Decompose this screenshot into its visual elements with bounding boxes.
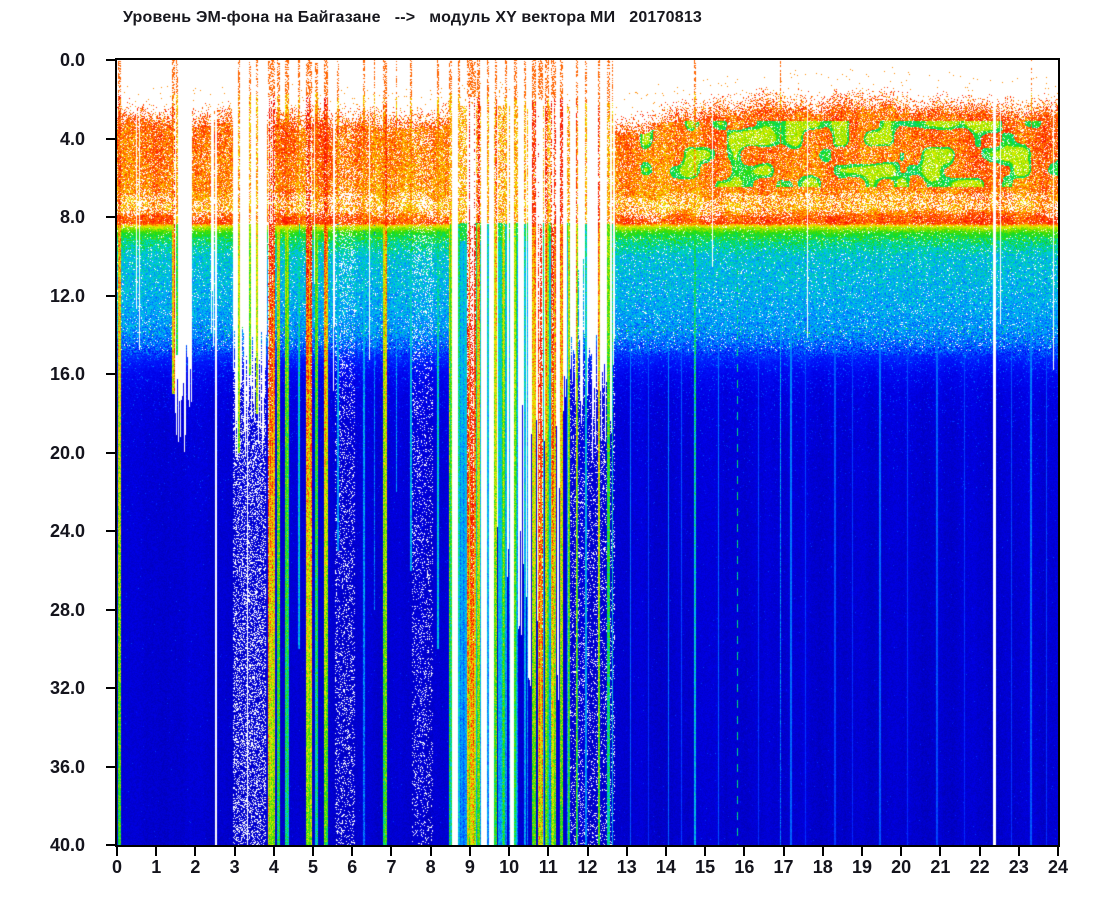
y-tick-label: 28.0 [49,599,85,620]
y-tick-label: 0.0 [59,50,85,70]
x-tick [704,847,707,856]
x-tick [233,847,236,856]
x-tick-label: 24 [1047,857,1069,877]
y-tick-label: 12.0 [49,285,85,306]
x-tick [900,847,903,856]
x-tick [429,847,432,856]
y-tick [106,844,115,846]
y-tick-label: 36.0 [49,756,85,777]
y-tick-label: 4.0 [59,128,85,149]
x-tick-label: 22 [969,857,990,877]
x-tick [586,847,589,856]
x-tick [312,847,315,856]
chart-title: Уровень ЭМ-фона на Байгазане --> модуль … [123,9,703,26]
x-tick-label: 3 [229,857,240,877]
x-tick-label: 13 [616,857,637,877]
y-tick-label: 16.0 [49,364,85,384]
x-tick [1057,847,1059,856]
x-tick [1017,847,1020,856]
y-tick [106,294,115,297]
x-tick [821,847,824,856]
y-tick [106,530,115,532]
x-tick-label: 1 [151,857,162,877]
x-tick [508,847,511,856]
x-tick-label: 2 [190,857,201,877]
x-tick-label: 19 [851,857,872,877]
y-tick [106,765,115,768]
x-tick-label: 17 [773,857,794,877]
x-tick-label: 23 [1008,857,1029,877]
x-tick [390,847,393,856]
x-tick-label: 15 [695,857,716,877]
x-tick-label: 8 [425,857,436,877]
x-tick [272,847,275,856]
y-tick [106,608,115,611]
y-tick [106,137,115,140]
x-tick [468,847,471,856]
x-tick-label: 11 [538,857,558,877]
y-tick-label: 8.0 [59,207,85,227]
x-tick [978,847,981,856]
y-tick [106,451,115,454]
x-tick-label: 0 [111,857,122,877]
x-tick-label: 21 [930,857,951,877]
y-tick [106,216,115,218]
y-tick [106,59,115,61]
x-tick-label: 6 [347,857,358,877]
x-tick [782,847,785,856]
y-tick-label: 40.0 [49,835,85,855]
x-tick [547,847,550,856]
x-tick-label: 20 [891,857,912,877]
x-tick-label: 9 [464,857,475,877]
x-tick-label: 12 [577,857,598,877]
x-tick-label: 5 [308,857,319,877]
x-tick-label: 18 [812,857,833,877]
plot-frame [115,58,1060,847]
y-tick [106,687,115,689]
x-tick [625,847,628,856]
x-tick-label: 14 [655,857,676,877]
x-tick-label: 7 [386,857,397,877]
x-tick [939,847,942,856]
x-tick [116,847,118,856]
x-tick [155,847,158,856]
y-tick [106,373,115,375]
x-tick-label: 4 [268,857,279,877]
x-tick [860,847,863,856]
heatmap-canvas [117,60,1058,845]
y-tick-label: 20.0 [49,442,85,463]
x-tick [351,847,354,856]
x-tick-label: 16 [734,857,755,877]
x-tick [664,847,667,856]
x-tick [194,847,197,856]
x-tick-label: 10 [499,857,520,877]
x-tick [743,847,746,856]
y-tick-label: 32.0 [49,678,85,698]
y-tick-label: 24.0 [49,521,85,541]
